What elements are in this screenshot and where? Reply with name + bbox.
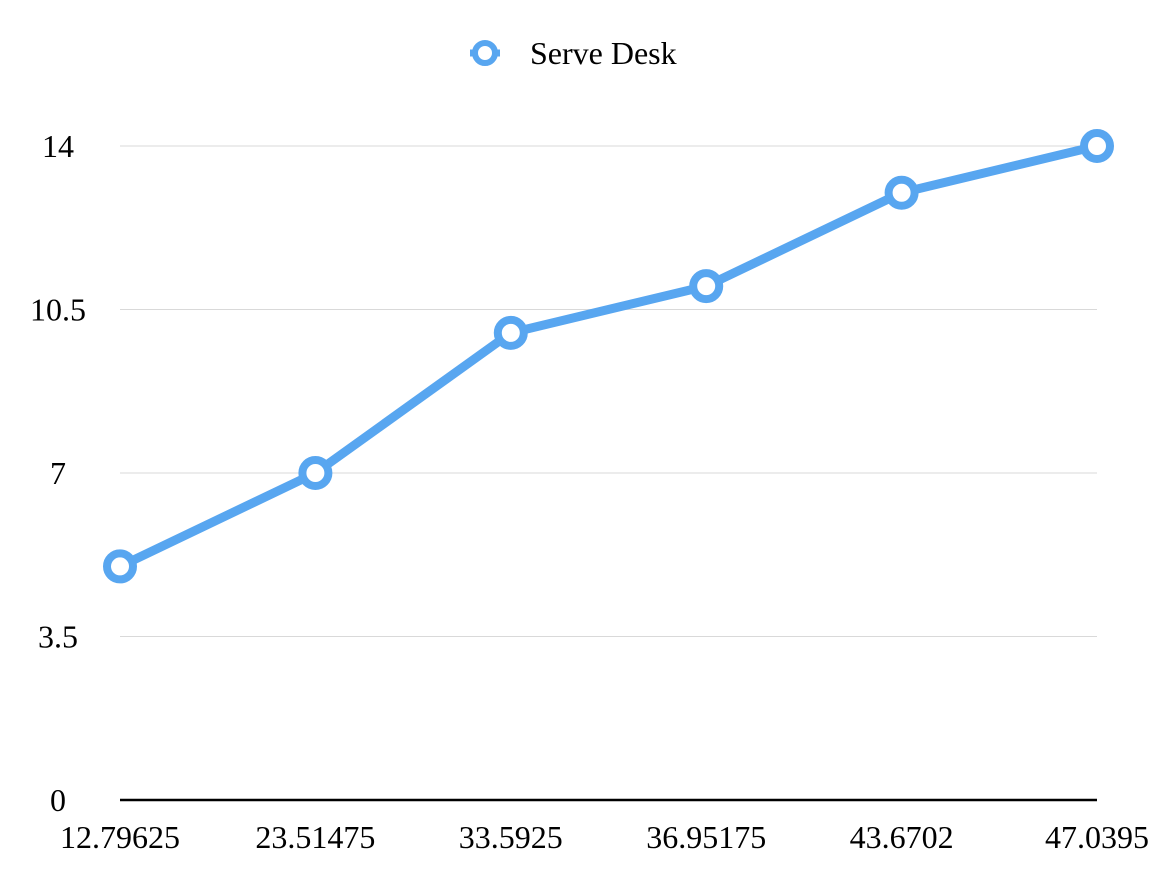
data-point <box>298 456 333 490</box>
data-point <box>884 175 919 210</box>
data-point <box>1080 129 1114 163</box>
legend-entry-label: Serve Desk <box>530 35 677 71</box>
x-tick-label: 43.6702 <box>850 819 954 855</box>
x-tick-label: 36.95175 <box>646 819 766 855</box>
axes: 0 3.5 7 10.5 14 12.79625 23.51475 33.5925 36.951… <box>30 128 1149 855</box>
series-line <box>115 141 1102 571</box>
gridlines <box>120 145 1097 637</box>
series-layer <box>103 129 1114 584</box>
legend: Serve Desk <box>470 35 677 71</box>
y-tick-label: 10.5 <box>30 292 86 328</box>
y-tick-label: 14 <box>42 128 74 164</box>
data-point <box>493 315 528 350</box>
data-point <box>689 269 724 304</box>
x-tick-label: 23.51475 <box>255 819 375 855</box>
x-tick-label: 12.79625 <box>60 819 180 855</box>
x-tick-label: 33.5925 <box>459 819 563 855</box>
data-point <box>103 549 137 584</box>
legend-point-marker <box>472 40 498 66</box>
y-tick-label: 3.5 <box>38 619 78 655</box>
y-tick-label: 0 <box>50 782 66 818</box>
x-tick-label: 47.0395 <box>1045 819 1149 855</box>
y-tick-label: 7 <box>50 455 66 491</box>
